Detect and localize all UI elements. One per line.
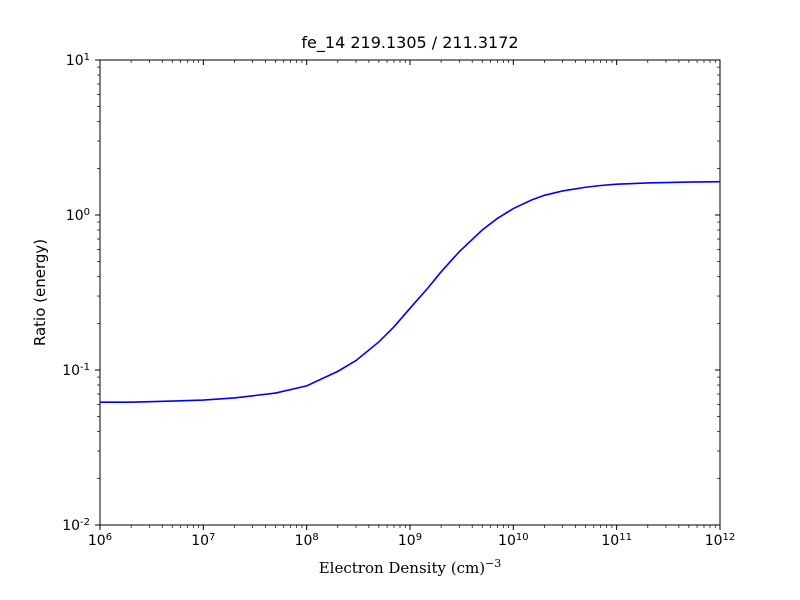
chart-title: fe_14 219.1305 / 211.3172 <box>301 33 518 53</box>
line-chart: 10610710810910101011101210-210-1100101fe… <box>0 0 800 600</box>
y-axis-label: Ratio (energy) <box>31 239 49 346</box>
x-axis-label: Electron Density (cm)−3 <box>319 557 502 578</box>
